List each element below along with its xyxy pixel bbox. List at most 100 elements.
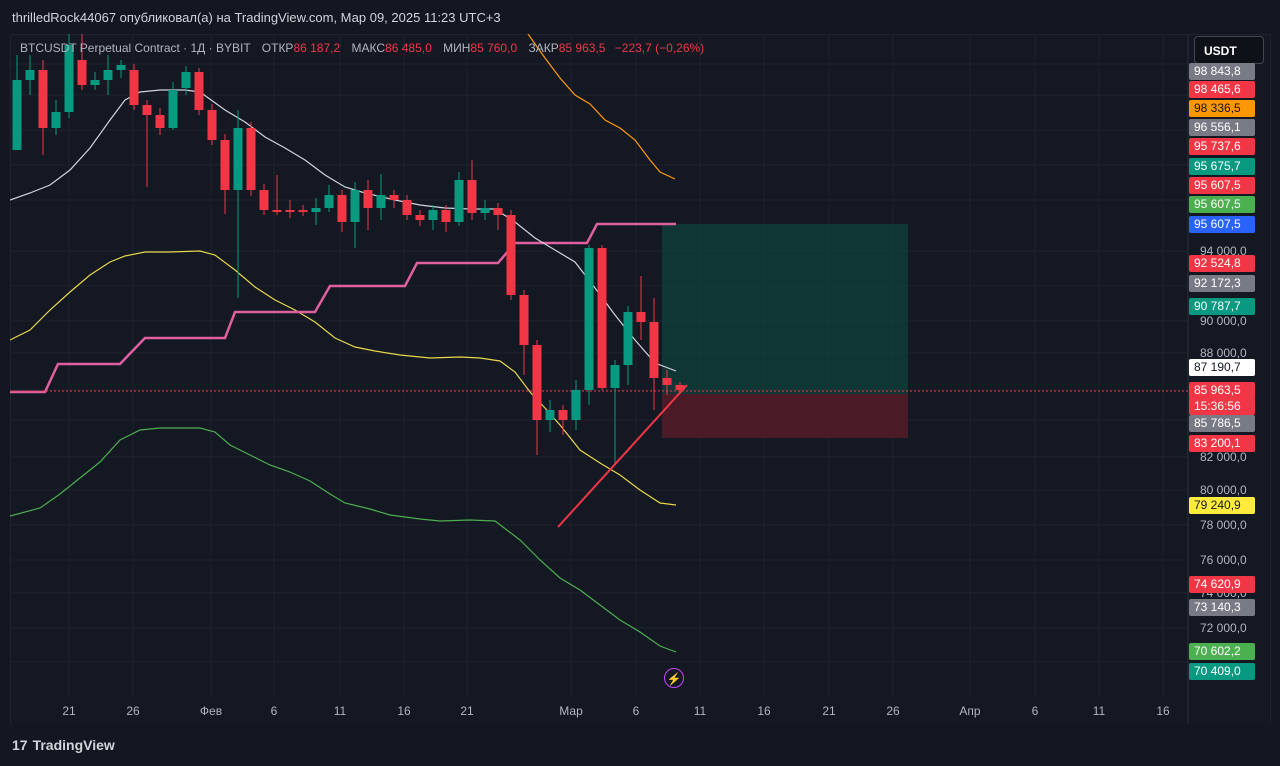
tradingview-brand[interactable]: 17 TradingView — [12, 737, 115, 753]
candle[interactable] — [467, 160, 477, 220]
time-tick-label: 6 — [1031, 704, 1039, 718]
candle[interactable] — [402, 195, 412, 220]
candle-body — [285, 210, 295, 212]
candle[interactable] — [311, 198, 321, 225]
price-badge: 70 602,2 — [1189, 643, 1255, 660]
candle[interactable] — [571, 380, 581, 430]
candle[interactable] — [337, 190, 347, 232]
time-tick-label: 21 — [822, 704, 836, 718]
candle[interactable] — [532, 340, 542, 455]
candle[interactable] — [64, 34, 74, 118]
candle-body — [428, 210, 438, 220]
price-badge: 98 465,6 — [1189, 81, 1255, 98]
candle[interactable] — [480, 200, 490, 220]
candle[interactable] — [428, 205, 438, 230]
chart-panel[interactable] — [10, 34, 1271, 726]
price-tick-label: 82 000,0 — [1200, 450, 1247, 464]
candle[interactable] — [363, 180, 373, 230]
open-value: 86 187,2 — [293, 41, 341, 55]
candle[interactable] — [441, 205, 451, 232]
candle[interactable] — [454, 172, 464, 226]
candle[interactable] — [636, 276, 646, 340]
candle[interactable] — [220, 134, 230, 214]
candle-body — [649, 322, 659, 378]
price-badge: 96 556,1 — [1189, 119, 1255, 136]
time-tick-label: 26 — [126, 704, 140, 718]
candle[interactable] — [662, 370, 672, 395]
candle[interactable] — [207, 104, 217, 145]
candle[interactable] — [246, 122, 256, 196]
candle[interactable] — [168, 82, 178, 130]
symbol-name[interactable]: BTCUSDT Perpetual Contract · 1Д · BYBIT — [20, 41, 251, 55]
candle-body — [545, 410, 555, 420]
candle[interactable] — [272, 175, 282, 215]
candle-body — [402, 200, 412, 215]
candle[interactable] — [376, 174, 386, 220]
trend-line[interactable] — [557, 384, 688, 528]
candle[interactable] — [25, 55, 35, 95]
time-tick-label: 11 — [333, 704, 347, 718]
profit-zone[interactable] — [662, 224, 908, 394]
candle-body — [376, 195, 386, 208]
candle-body — [558, 410, 568, 420]
symbol-legend[interactable]: BTCUSDT Perpetual Contract · 1Д · BYBIT … — [20, 41, 704, 55]
candle[interactable] — [324, 185, 334, 212]
candle-body — [467, 180, 477, 213]
candle[interactable] — [597, 245, 607, 390]
candle[interactable] — [12, 55, 22, 150]
price-badge: 79 240,9 — [1189, 497, 1255, 514]
candle[interactable] — [415, 210, 425, 226]
candle[interactable] — [51, 100, 61, 135]
candle[interactable] — [38, 60, 48, 155]
candle[interactable] — [519, 290, 529, 375]
candle[interactable] — [103, 55, 113, 95]
price-badge: 87 190,7 — [1189, 359, 1255, 376]
candle-body — [337, 195, 347, 222]
candle[interactable] — [181, 66, 191, 95]
close-value: 85 963,5 — [558, 41, 606, 55]
lightning-icon[interactable]: ⚡ — [664, 668, 684, 688]
time-tick-label: 11 — [693, 704, 707, 718]
candle[interactable] — [298, 205, 308, 216]
candle[interactable] — [129, 64, 139, 110]
candle[interactable] — [194, 68, 204, 115]
candle[interactable] — [493, 203, 503, 230]
candle[interactable] — [389, 190, 399, 208]
candle[interactable] — [545, 400, 555, 432]
candle[interactable] — [350, 182, 360, 248]
candle[interactable] — [90, 72, 100, 90]
candle[interactable] — [155, 108, 165, 135]
candle[interactable] — [142, 100, 152, 187]
candle[interactable] — [584, 245, 594, 405]
candle-body — [350, 190, 360, 222]
chart-canvas[interactable] — [10, 34, 1269, 724]
candle[interactable] — [558, 405, 568, 435]
price-badge: 85 786,5 — [1189, 415, 1255, 432]
candle[interactable] — [506, 210, 516, 300]
candle[interactable] — [623, 306, 633, 385]
candle[interactable] — [233, 110, 243, 298]
candle[interactable] — [116, 60, 126, 78]
price-tick-label: 88 000,0 — [1200, 346, 1247, 360]
candle-body — [38, 70, 48, 128]
currency-button[interactable]: USDT — [1194, 36, 1264, 64]
candle[interactable] — [77, 34, 87, 90]
price-tick-label: 94 000,0 — [1200, 244, 1247, 258]
price-badge: 98 843,8 — [1189, 63, 1255, 80]
candle[interactable] — [610, 360, 620, 465]
loss-zone[interactable] — [662, 394, 908, 438]
price-tick-label: 90 000,0 — [1200, 314, 1247, 328]
price-badge: 92 524,8 — [1189, 255, 1255, 272]
price-badge: 70 409,0 — [1189, 663, 1255, 680]
candle[interactable] — [649, 298, 659, 410]
candle-body — [77, 60, 87, 85]
time-tick-label: 26 — [886, 704, 900, 718]
candle-body — [51, 112, 61, 128]
candle[interactable] — [285, 200, 295, 218]
time-tick-label: 6 — [270, 704, 278, 718]
candlestick-series[interactable] — [12, 34, 685, 465]
candle-body — [636, 312, 646, 322]
candle-body — [441, 210, 451, 222]
candle[interactable] — [259, 184, 269, 215]
candle-body — [233, 128, 243, 190]
